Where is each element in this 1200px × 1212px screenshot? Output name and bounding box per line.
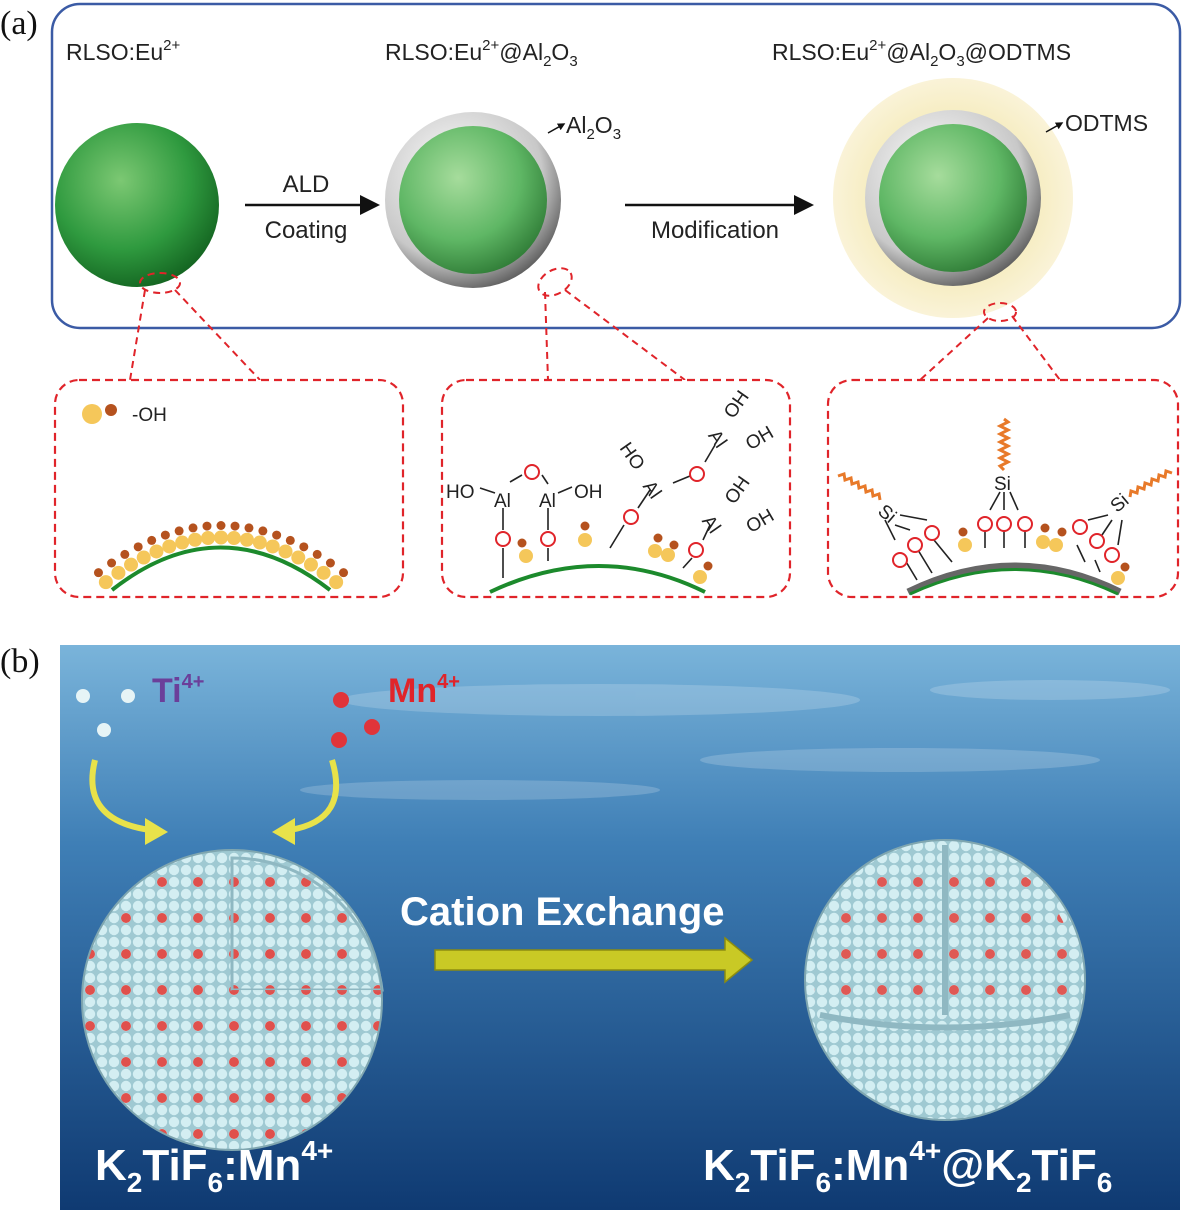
coating-label: Coating [265,217,348,244]
ion-entry-arrowheads [145,818,295,845]
oh-small-dot [272,530,282,540]
mn-ions [331,692,380,748]
ion-entry-arrows [89,759,340,833]
oh-large-dot [175,535,190,550]
surface-curve-bare [110,545,332,592]
oh-small-dot [244,523,254,533]
oh-small-dot [93,568,103,578]
oh-small-dot [133,542,143,552]
oh-legend-small-dot [105,404,117,416]
oh-small-dot [202,521,212,531]
oh-large-dot [303,557,318,572]
oh-small-dot [216,521,226,530]
oh-large-dot [329,575,344,590]
oxygen-atoms-odtms [892,516,1120,568]
oh-large-dot [226,531,241,546]
oh-small-dot [285,535,295,545]
stage3-label: RLSO:Eu2+@Al2O3@ODTMS [772,37,1071,70]
oh-small-dot [230,521,240,531]
oh-small-dot [160,530,170,540]
stage1-label: RLSO:Eu2+ [66,37,180,65]
chem-ho: HO [446,482,475,503]
bare-phosphor-sphere [55,123,219,287]
oh-large-dot [265,539,280,554]
oh-small-dot [174,526,184,536]
oh-large-dot [149,544,164,559]
hydroxyl-layer [93,521,349,590]
oh-large-dot [291,550,306,565]
modification-label: Modification [651,217,779,244]
chem-al: Al [494,491,511,512]
oh-small-dot [325,558,335,568]
oh-small-dot [120,549,130,559]
core-formula-label: K2TiF6:Mn4+ [95,1135,333,1198]
core-shell-particle-sphere [804,839,1086,1121]
panel-b-tag: (b) [0,643,40,680]
water-ripples [300,680,1170,800]
zoom-box-bare [53,378,405,599]
oh-large-dot [278,544,293,559]
chem-oh: OH [574,482,603,503]
oh-large-dot [214,530,228,545]
oh-large-dot [201,531,216,546]
oh-large-dot [162,539,177,554]
odtms-alkyl-chains [837,417,1173,501]
siloxane-bonds [884,491,1123,581]
cation-exchange-arrow [434,936,754,984]
alumina-chemistry [479,444,716,594]
ti-ion-label: Ti4+ [152,671,204,710]
chem-al: Al [539,491,556,512]
oh-large-dot [252,535,267,550]
oh-small-dot [107,558,117,568]
panel-a-tag: (a) [0,5,38,42]
ald-label: ALD [283,171,330,198]
zoom-box-al2o3 [440,378,792,599]
oh-large-dot [136,550,151,565]
oh-legend-large-dot [82,404,102,424]
oh-large-dot [316,565,331,580]
modified-core-sphere [879,124,1027,272]
core-shell-formula-label: K2TiF6:Mn4+@K2TiF6 [703,1135,1112,1198]
alumina-layer-curve [906,562,1122,596]
oh-small-dot [339,568,349,578]
al2o3-pointer [547,123,566,134]
oh-large-dot [98,575,113,590]
odtms-pointer [1045,122,1064,133]
surface-curve-odtms [909,568,1119,596]
oxygen-atoms-al2o3 [495,464,705,558]
odtms-label: ODTMS [1065,110,1148,136]
oh-legend-label: -OH [132,405,167,426]
cation-exchange-label: Cation Exchange [400,890,725,934]
oh-small-dot [258,526,268,536]
oh-large-dot [239,532,254,547]
ti-ions [76,689,135,737]
oh-small-dot [188,523,198,533]
oh-large-dot [111,565,126,580]
coated-core-sphere [399,126,547,274]
oh-small-dot [299,542,309,552]
oh-large-dot [124,557,139,572]
residual-hydroxyls-al2o3 [517,521,713,584]
oh-small-dot [312,549,322,559]
doped-particle-sphere [81,849,384,1151]
oh-large-dot [188,532,203,547]
mn-ion-label: Mn4+ [388,671,460,710]
stage2-label: RLSO:Eu2+@Al2O3 [385,37,578,70]
chem-si: Si [994,474,1011,495]
oh-small-dot [147,535,157,545]
al2o3-shell-label: Al2O3 [566,112,621,143]
residual-hydroxyls-odtms [958,523,1130,585]
zoom-connectors [129,267,1061,381]
